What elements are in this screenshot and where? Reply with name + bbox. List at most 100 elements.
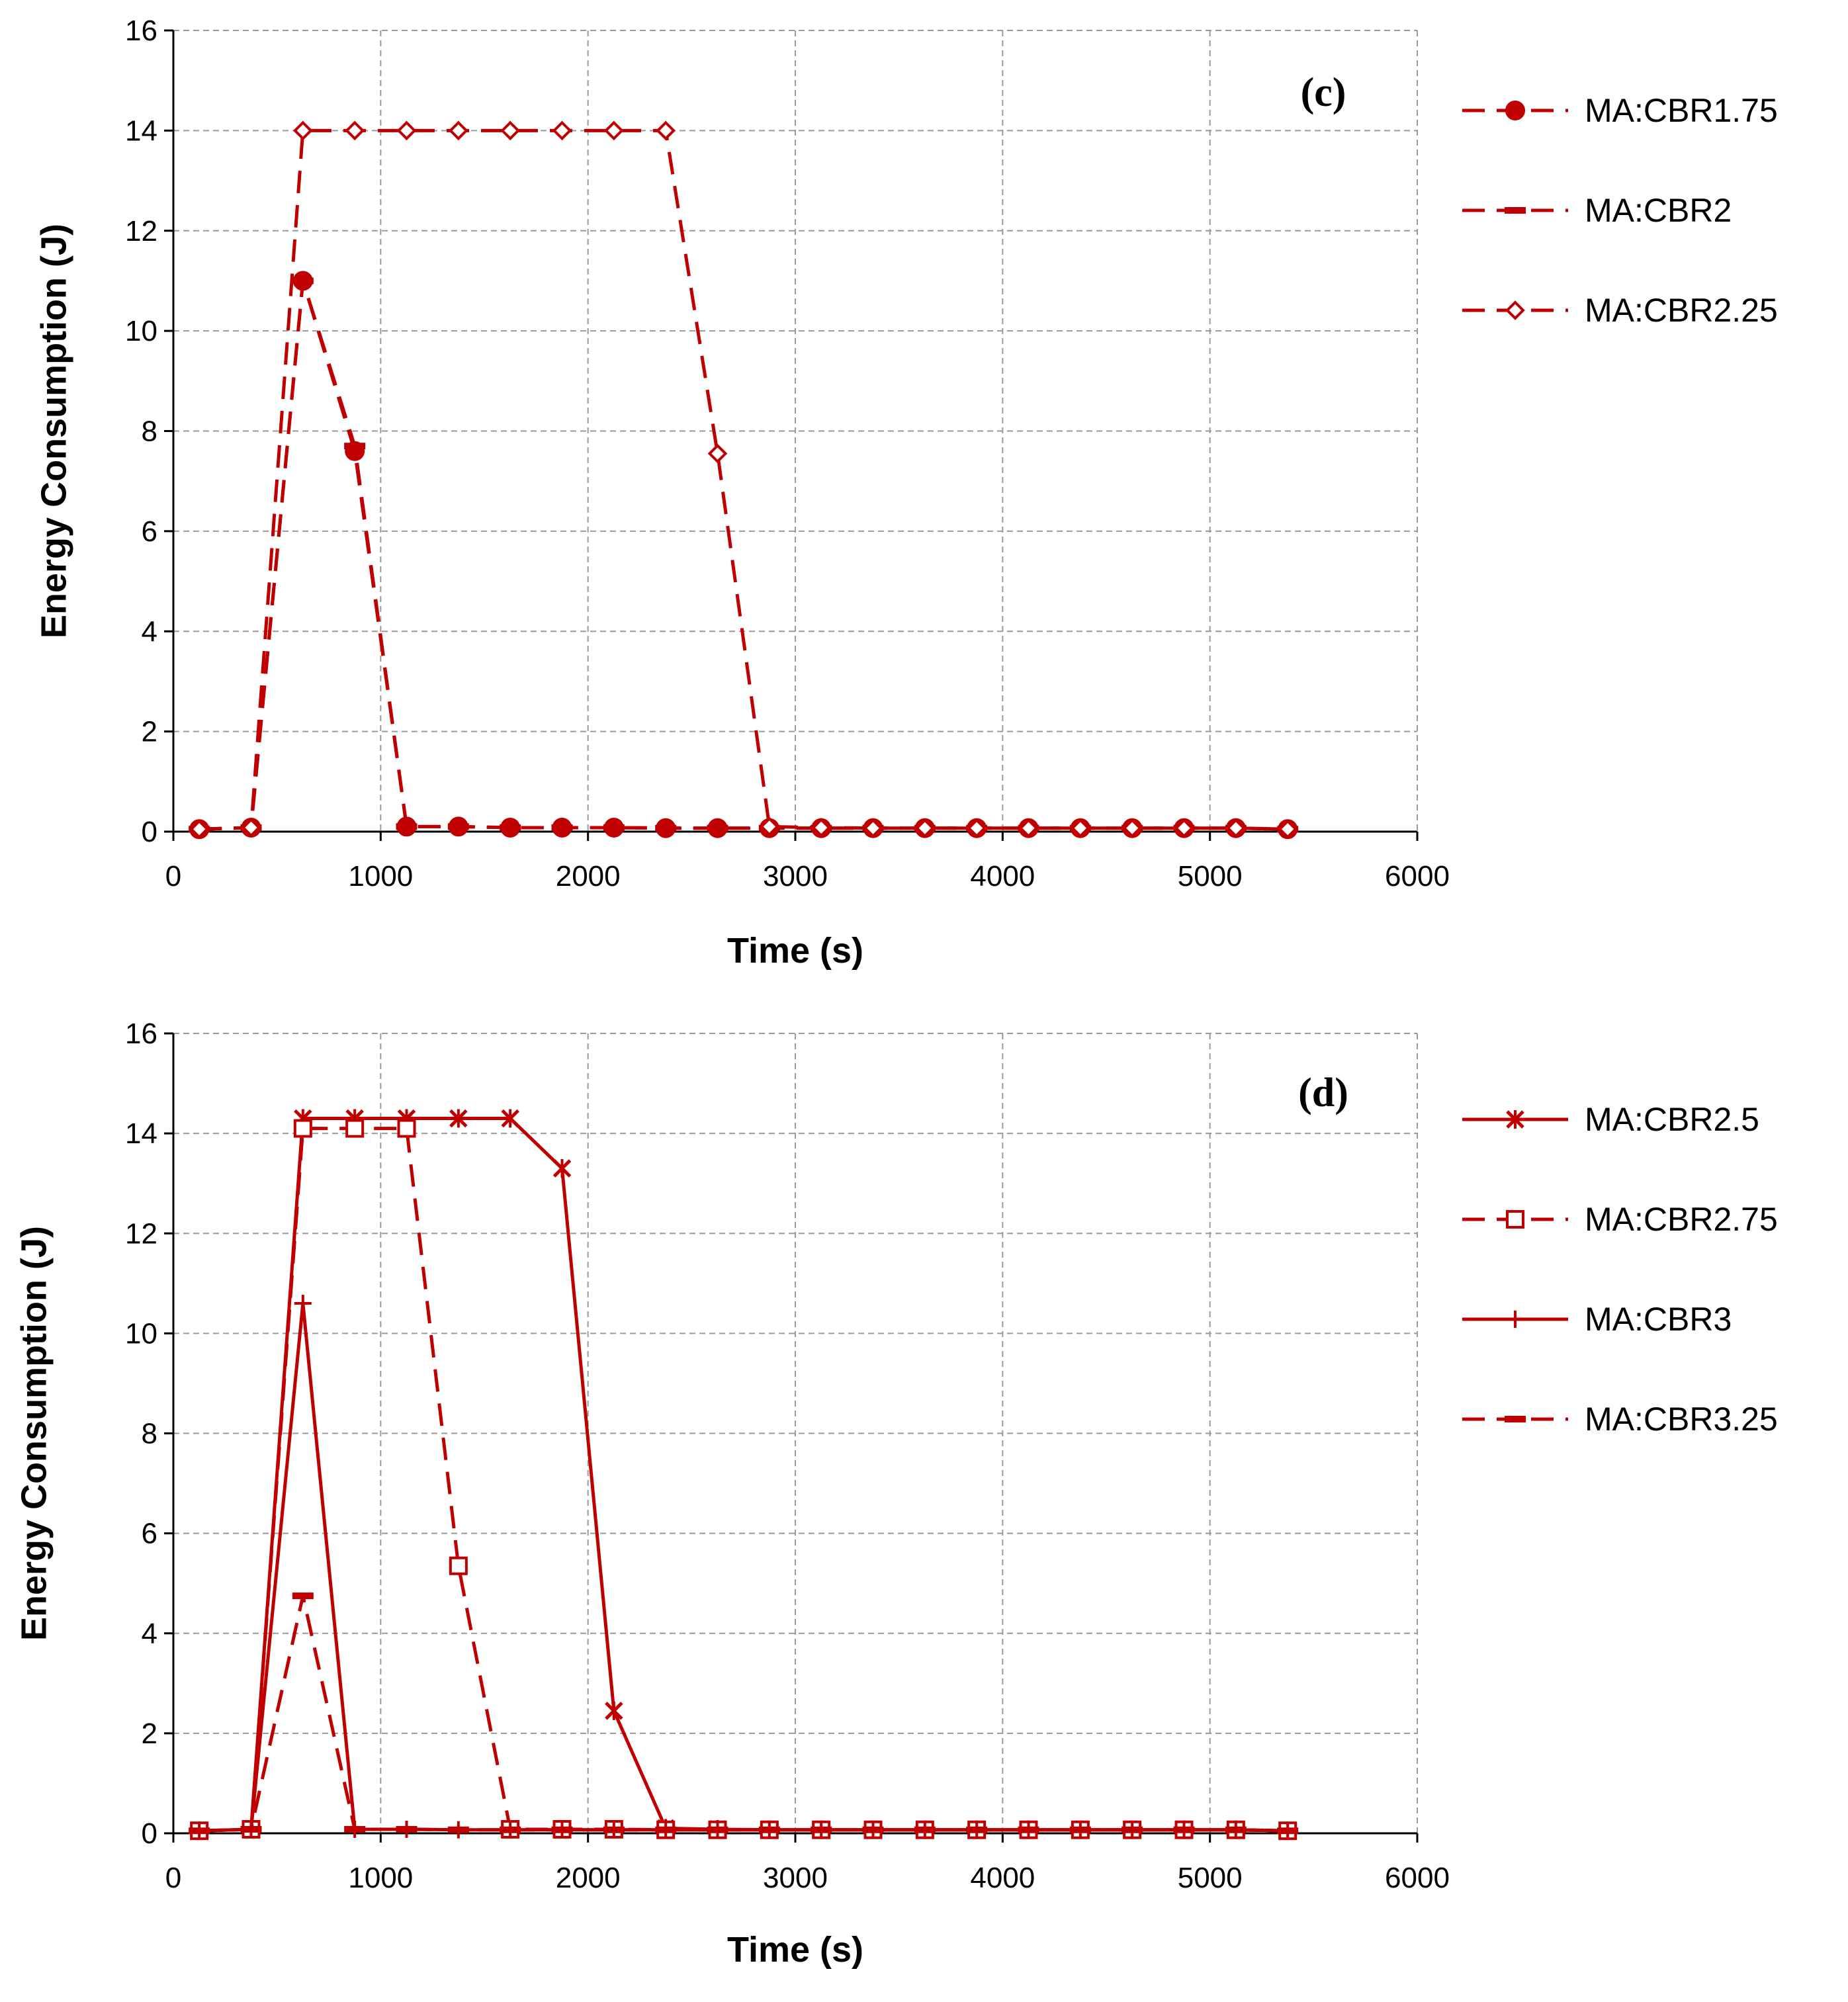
y-tick-label: 6 [142, 515, 157, 548]
series-line [199, 1301, 1288, 1833]
data-point [241, 818, 261, 838]
legend-item: MA:CBR2.5 [1462, 1101, 1759, 1138]
data-point [552, 1159, 572, 1178]
data-point [1174, 818, 1194, 838]
legend-label: MA:CBR1.75 [1585, 92, 1778, 129]
x-tick-label: 5000 [1178, 1862, 1243, 1894]
series-line [199, 279, 1288, 831]
y-tick-label: 0 [142, 1817, 157, 1850]
y-tick-label: 8 [142, 415, 157, 448]
data-point [1018, 818, 1039, 838]
legend-marker [1506, 1210, 1524, 1229]
legend-label: MA:CBR2.75 [1585, 1201, 1778, 1238]
y-tick-label: 0 [142, 816, 157, 848]
series-ma-cbr3-25 [189, 1592, 1299, 1835]
data-point [396, 120, 417, 141]
data-point [604, 120, 624, 141]
legend-item: MA:CBR1.75 [1462, 92, 1778, 129]
legend-marker [1507, 1311, 1524, 1328]
legend-marker [1506, 1110, 1524, 1129]
data-point [293, 120, 313, 141]
data-point [501, 1109, 519, 1128]
y-tick-label: 12 [125, 1217, 157, 1250]
x-tick-label: 4000 [970, 1862, 1035, 1894]
series-line [199, 279, 1288, 831]
chart-panel-c: 0 2 4 6 8 10 12 14 16 0 1000 2000 3000 4000 5000 6000 Ti… [34, 15, 1778, 971]
y-tick-label: 10 [125, 1317, 157, 1350]
legend-label: MA:CBR2 [1585, 192, 1732, 229]
data-point [189, 819, 209, 840]
y-tick-label: 2 [142, 716, 157, 748]
data-point [656, 120, 676, 141]
legend-label: MA:CBR2.5 [1585, 1101, 1759, 1138]
y-tick-label: 14 [125, 1117, 157, 1150]
series-ma-cbr1-75 [189, 271, 1298, 840]
y-axis-title: Energy Consumption (J) [34, 224, 73, 638]
data-point [345, 120, 365, 141]
x-tick-label: 1000 [348, 1862, 413, 1894]
x-axis-title: Time (s) [727, 1930, 863, 1970]
x-tick-label: 0 [165, 1862, 181, 1894]
series-ma-cbr2 [189, 277, 1299, 833]
data-point [552, 120, 572, 141]
series-line [199, 1116, 1288, 1833]
y-tick-label: 6 [142, 1518, 157, 1550]
data-point [449, 1556, 468, 1575]
data-point [707, 443, 728, 464]
legend-label: MA:CBR3.25 [1585, 1401, 1778, 1438]
legend-item: MA:CBR2.25 [1462, 292, 1778, 329]
data-point [397, 1119, 416, 1138]
y-tick-label: 4 [142, 1618, 157, 1650]
series-line [199, 128, 1288, 831]
y-tick-label: 12 [125, 215, 157, 247]
x-axis-title: Time (s) [727, 931, 863, 971]
data-point [345, 1119, 365, 1138]
legend-item: MA:CBR2.75 [1462, 1201, 1778, 1238]
data-point [1071, 818, 1090, 838]
x-tick-label: 3000 [763, 1862, 828, 1894]
x-tick-label: 5000 [1178, 860, 1243, 892]
legend-item: MA:CBR3.25 [1462, 1401, 1778, 1438]
legend-marker [1505, 101, 1525, 120]
series-ma-cbr3 [191, 1295, 1297, 1840]
data-point [863, 818, 883, 838]
data-point [449, 120, 468, 141]
chart-panel-d: 0 2 4 6 8 10 12 14 16 0 1000 2000 3000 4000 5000 6000 Ti… [14, 1018, 1778, 1970]
data-point [1278, 819, 1298, 840]
series-line [199, 1594, 1288, 1833]
y-tick-label: 16 [125, 15, 157, 47]
x-tick-label: 0 [165, 860, 181, 892]
data-point [294, 1295, 312, 1313]
x-tick-label: 2000 [556, 1862, 621, 1894]
y-tick-label: 16 [125, 1018, 157, 1050]
series-ma-cbr2-5 [190, 1109, 1297, 1841]
data-point [1226, 818, 1246, 838]
legend-label: MA:CBR3 [1585, 1301, 1732, 1338]
y-tick-label: 10 [125, 315, 157, 347]
legend-item: MA:CBR2 [1462, 192, 1732, 229]
data-point [605, 1701, 623, 1720]
x-tick-label: 4000 [970, 860, 1035, 892]
x-tick-label: 6000 [1385, 1862, 1450, 1894]
y-axis-title: Energy Consumption (J) [14, 1226, 54, 1641]
x-tick-label: 1000 [348, 860, 413, 892]
y-tick-label: 4 [142, 615, 157, 648]
data-point [1122, 818, 1142, 838]
series-ma-cbr2-75 [190, 1119, 1298, 1841]
series-ma-cbr2-25 [189, 120, 1298, 840]
y-tick-label: 8 [142, 1418, 157, 1450]
data-point [915, 818, 935, 838]
data-point [449, 1109, 468, 1128]
x-tick-label: 2000 [556, 860, 621, 892]
data-point [500, 120, 520, 141]
y-tick-label: 14 [125, 114, 157, 147]
legend-marker [1505, 300, 1525, 320]
panel-label: (d) [1298, 1070, 1348, 1115]
x-tick-label: 6000 [1385, 860, 1450, 892]
x-tick-label: 3000 [763, 860, 828, 892]
data-point [760, 816, 779, 837]
legend-label: MA:CBR2.25 [1585, 292, 1778, 329]
panel-label: (c) [1301, 70, 1346, 115]
data-point [811, 818, 831, 838]
